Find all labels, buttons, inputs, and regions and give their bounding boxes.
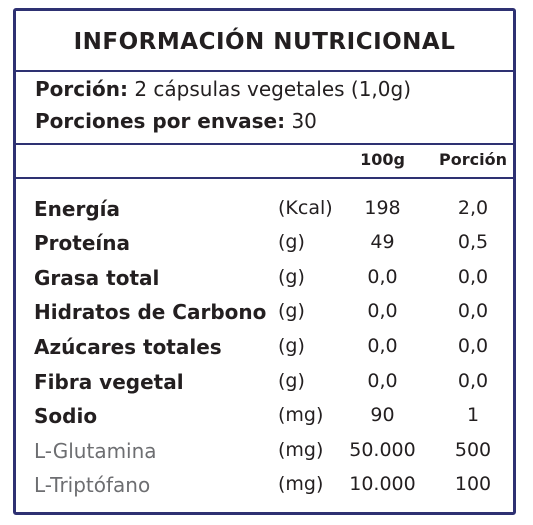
nutrient-value-portion: 0,0	[457, 370, 489, 392]
nutrient-name: L-Triptófano	[34, 473, 151, 497]
nutrient-unit: (g)	[278, 231, 305, 253]
per-container-value: 30	[291, 109, 317, 133]
nutrient-value-portion: 1	[466, 404, 480, 426]
nutrient-row-sodio: Sodio (mg) 90 1	[16, 400, 513, 434]
nutrient-value-portion: 0,5	[457, 231, 489, 253]
nutrient-name: Azúcares totales	[34, 335, 222, 359]
nutrient-name: Hidratos de Carbono	[34, 300, 267, 324]
nutrient-row-l-triptofano: L-Triptófano (mg) 10.000 100	[16, 469, 513, 503]
nutrient-value-portion: 0,0	[457, 266, 489, 288]
nutrient-unit: (g)	[278, 335, 305, 357]
nutrition-title: INFORMACIÓN NUTRICIONAL	[73, 29, 456, 55]
nutrient-unit: (mg)	[278, 404, 324, 426]
nutrient-row-hidratos: Hidratos de Carbono (g) 0,0 0,0	[16, 296, 513, 330]
nutrient-value-100g: 10.000	[349, 473, 416, 495]
column-header-portion: Porción	[439, 150, 507, 169]
nutrient-unit: (g)	[278, 300, 305, 322]
nutrient-value-100g: 0,0	[367, 335, 398, 357]
nutrient-unit: (Kcal)	[278, 197, 333, 219]
divider-serving	[16, 143, 513, 145]
nutrient-name: Fibra vegetal	[34, 370, 184, 394]
nutrient-value-100g: 0,0	[367, 370, 398, 392]
nutrient-unit: (g)	[278, 266, 305, 288]
nutrient-row-azucares: Azúcares totales (g) 0,0 0,0	[16, 331, 513, 365]
nutrient-value-portion: 100	[454, 473, 492, 495]
portion-label: Porción:	[35, 77, 128, 101]
portion-line: Porción: 2 cápsulas vegetales (1,0g)	[35, 77, 411, 101]
nutrient-row-fibra: Fibra vegetal (g) 0,0 0,0	[16, 366, 513, 400]
nutrient-value-100g: 0,0	[367, 300, 398, 322]
nutrition-facts-panel: INFORMACIÓN NUTRICIONAL Porción: 2 cápsu…	[13, 8, 516, 515]
nutrient-name: Grasa total	[34, 266, 160, 290]
nutrient-name: Sodio	[34, 404, 98, 428]
nutrient-row-proteina: Proteína (g) 49 0,5	[16, 227, 513, 261]
nutrient-value-100g: 49	[370, 231, 395, 253]
nutrient-row-grasa-total: Grasa total (g) 0,0 0,0	[16, 262, 513, 296]
portion-value: 2 cápsulas vegetales (1,0g)	[134, 77, 412, 101]
nutrient-unit: (g)	[278, 370, 305, 392]
nutrient-name: Proteína	[34, 231, 130, 255]
nutrient-value-100g: 198	[364, 197, 401, 219]
per-container-label: Porciones por envase:	[35, 109, 286, 133]
per-container-line: Porciones por envase: 30	[35, 109, 317, 133]
nutrient-value-portion: 2,0	[457, 197, 489, 219]
nutrient-unit: (mg)	[278, 473, 324, 495]
nutrient-unit: (mg)	[278, 439, 324, 461]
nutrient-value-portion: 0,0	[457, 335, 489, 357]
nutrient-name: Energía	[34, 197, 120, 221]
nutrient-row-energia: Energía (Kcal) 198 2,0	[16, 193, 513, 227]
column-header-100g: 100g	[360, 150, 405, 169]
nutrient-value-portion: 0,0	[457, 300, 489, 322]
nutrient-value-100g: 90	[370, 404, 395, 426]
divider-title	[16, 70, 513, 72]
nutrient-name: L-Glutamina	[34, 439, 157, 463]
nutrient-value-portion: 500	[454, 439, 492, 461]
nutrient-value-100g: 0,0	[367, 266, 398, 288]
nutrient-value-100g: 50.000	[349, 439, 416, 461]
nutrient-row-l-glutamina: L-Glutamina (mg) 50.000 500	[16, 435, 513, 469]
divider-header	[16, 177, 513, 179]
